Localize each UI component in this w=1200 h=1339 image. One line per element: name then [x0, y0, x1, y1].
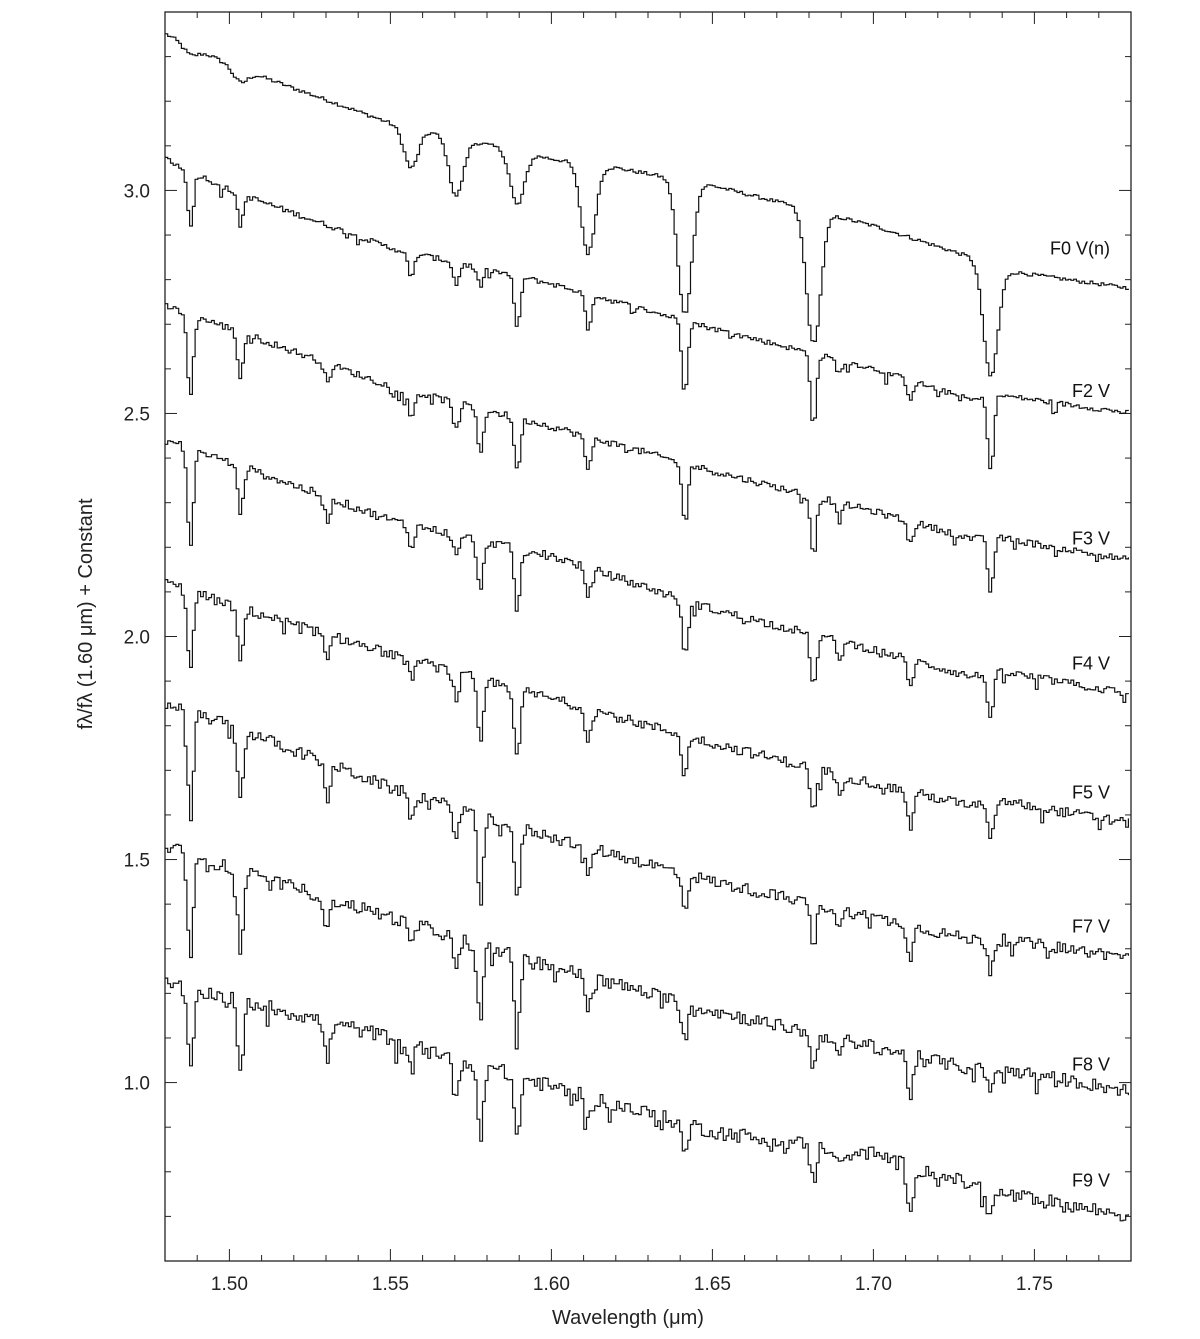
x-tick-label: 1.50	[211, 1274, 248, 1295]
y-tick-label: 2.0	[124, 628, 150, 649]
series-label: F3 V	[1072, 528, 1110, 548]
spectrum-line	[165, 702, 1129, 977]
x-tick-label: 1.60	[533, 1274, 570, 1295]
axis-ticks	[164, 11, 1132, 1262]
y-tick-label: 3.0	[124, 181, 150, 202]
spectrum-line	[165, 440, 1129, 718]
x-tick-label: 1.75	[1016, 1274, 1053, 1295]
x-tick-label: 1.70	[855, 1274, 892, 1295]
spectrum-line	[165, 303, 1129, 593]
spectrum-line	[165, 977, 1129, 1222]
series-label: F0 V(n)	[1050, 238, 1110, 258]
spectrum-line	[165, 33, 1129, 377]
x-tick-labels: 1.50 1.55 1.60 1.65 1.70 1.75	[211, 1274, 1053, 1295]
y-tick-label: 1.0	[124, 1074, 150, 1095]
plot-frame	[164, 11, 1132, 1262]
spectra-series	[165, 33, 1129, 1222]
x-axis-label: Wavelength (μm)	[552, 1307, 704, 1329]
y-tick-label: 1.5	[124, 851, 150, 872]
spectrum-line	[165, 579, 1129, 839]
y-tick-labels: 1.0 1.5 2.0 2.5 3.0	[124, 181, 150, 1094]
spectrum-line	[165, 843, 1129, 1101]
y-tick-label: 2.5	[124, 404, 150, 425]
series-label: F9 V	[1072, 1171, 1110, 1191]
x-tick-label: 1.55	[372, 1274, 409, 1295]
series-label: F4 V	[1072, 653, 1110, 673]
series-label: F5 V	[1072, 783, 1110, 803]
spectrum-line	[165, 156, 1129, 470]
series-label: F7 V	[1072, 916, 1110, 936]
series-label: F8 V	[1072, 1055, 1110, 1075]
y-axis-label: fλ/fλ (1.60 μm) + Constant	[75, 498, 97, 729]
x-tick-label: 1.65	[694, 1274, 731, 1295]
series-labels: F0 V(n) F2 V F3 V F4 V F5 V F7 V F8 V F9 V	[1050, 238, 1110, 1190]
series-label: F2 V	[1072, 381, 1110, 401]
